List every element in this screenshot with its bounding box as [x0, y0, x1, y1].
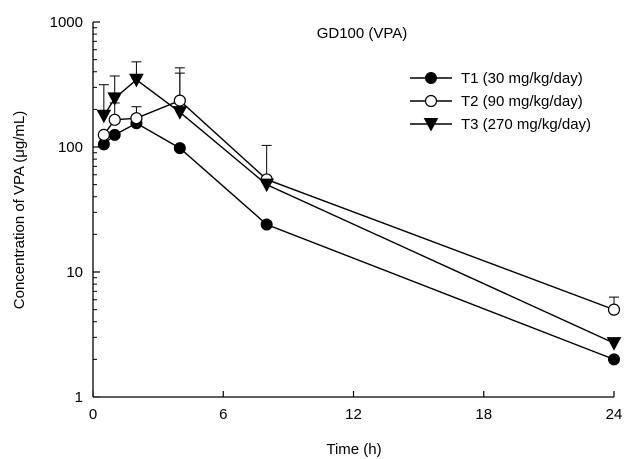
x-tick-label: 12 — [345, 406, 362, 423]
x-tick-label: 0 — [89, 406, 97, 423]
y-tick-label: 10 — [66, 264, 83, 281]
legend-marker — [423, 118, 439, 132]
y-tick-label: 1000 — [50, 14, 83, 31]
data-point — [260, 218, 273, 231]
data-point — [108, 128, 121, 141]
x-ticks: 0 6 12 18 24 — [89, 391, 623, 423]
data-point — [172, 106, 188, 120]
data-point — [97, 128, 110, 141]
x-tick-label: 6 — [219, 406, 227, 423]
data-point — [108, 113, 121, 126]
series-line — [103, 122, 615, 361]
legend: T1 (30 mg/kg/day) T2 (90 mg/kg/day) T3 (27… — [410, 70, 591, 133]
legend-label: T1 (30 mg/kg/day) — [461, 70, 583, 87]
data-point — [129, 73, 144, 88]
legend-label: T2 (90 mg/kg/day) — [461, 93, 583, 110]
legend-marker — [425, 72, 437, 84]
series-markers — [96, 73, 622, 366]
data-point — [130, 112, 143, 125]
data-point — [259, 178, 275, 193]
data-point — [173, 142, 186, 155]
data-point — [173, 94, 186, 107]
legend-marker — [424, 94, 438, 108]
y-axis-label: Concentration of VPA (μg/mL) — [11, 111, 28, 309]
data-point — [607, 303, 621, 316]
data-point — [96, 109, 112, 124]
chart-title: GD100 (VPA) — [317, 25, 408, 42]
x-tick-label: 18 — [475, 406, 492, 423]
data-point — [606, 337, 622, 351]
y-ticks: 1 10 100 1000 — [50, 14, 100, 406]
data-point — [608, 353, 620, 366]
y-tick-label: 100 — [58, 139, 83, 156]
x-tick-label: 24 — [606, 406, 623, 423]
legend-label: T3 (270 mg/kg/day) — [461, 116, 591, 133]
data-point — [107, 92, 123, 106]
x-axis-label: Time (h) — [326, 441, 381, 458]
y-tick-label: 1 — [75, 389, 83, 406]
